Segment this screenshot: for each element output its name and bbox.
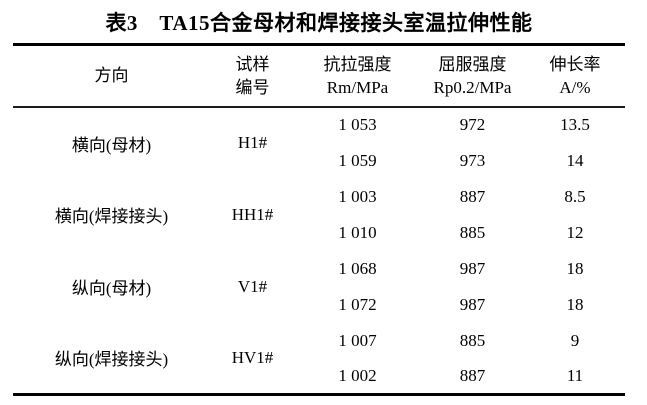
cell-specimen-id: V1# [237, 276, 268, 296]
column-header-tensile-strength: 抗拉强度 Rm/MPa [295, 45, 420, 107]
cell-tensile-strength: 1 072 [338, 294, 377, 314]
cell-tensile-strength: 1 059 [338, 150, 377, 170]
cell-yield-strength: 972 [459, 115, 486, 134]
cell-direction: 纵向(母材) [71, 279, 152, 298]
tensile-properties-table: 方向 试样 编号 抗拉强度 Rm/MPa 屈服强度 Rp0.2/MPa 伸长率 … [13, 43, 625, 396]
column-header-specimen-id: 试样 编号 [210, 45, 295, 107]
cell-specimen-id: HV1# [231, 347, 274, 367]
cell-tensile-strength: 1 002 [338, 365, 377, 385]
cell-specimen-id: H1# [237, 133, 268, 152]
cell-elongation: 9 [570, 330, 580, 350]
column-header-direction: 方向 [13, 45, 210, 107]
cell-tensile-strength: 1 053 [338, 115, 377, 134]
header-elongation-line2: A/% [559, 77, 591, 97]
header-row: 方向 试样 编号 抗拉强度 Rm/MPa 屈服强度 Rp0.2/MPa 伸长率 … [13, 45, 625, 107]
table-row: 1 059 973 14 [13, 143, 625, 179]
table-row: 横向(母材) H1# 1 053 972 13.5 [13, 107, 625, 155]
cell-elongation: 14 [566, 150, 584, 170]
cell-elongation: 8.5 [564, 186, 586, 206]
cell-yield-strength: 973 [459, 150, 486, 170]
header-rm-line1: 抗拉强度 [323, 54, 392, 74]
cell-elongation: 18 [566, 294, 584, 314]
cell-direction: 纵向(焊接接头) [54, 350, 169, 370]
cell-direction: 横向(焊接接头) [54, 207, 169, 226]
cell-tensile-strength: 1 068 [338, 258, 377, 278]
cell-elongation: 11 [566, 365, 584, 385]
cell-yield-strength: 887 [459, 186, 486, 206]
cell-elongation: 18 [566, 258, 584, 278]
cell-yield-strength: 885 [459, 330, 486, 350]
table-body: 横向(母材) H1# 1 053 972 13.5 1 059 973 14 横… [13, 107, 625, 395]
cell-specimen-id: HH1# [231, 204, 274, 224]
column-header-yield-strength: 屈服强度 Rp0.2/MPa [420, 45, 525, 107]
table-caption: 表3 TA15合金母材和焊接接头室温拉伸性能 [105, 10, 533, 35]
cell-elongation: 13.5 [560, 115, 590, 134]
cell-tensile-strength: 1 007 [338, 330, 377, 350]
header-rm-line2: Rm/MPa [326, 77, 389, 97]
table-row: 纵向(焊接接头) HV1# 1 007 885 9 [13, 323, 625, 370]
cell-elongation: 12 [566, 222, 584, 242]
table-row: 纵向(母材) V1# 1 068 987 18 [13, 251, 625, 299]
cell-direction: 横向(母材) [71, 135, 152, 155]
cell-yield-strength: 987 [459, 294, 486, 314]
header-elongation-line1: 伸长率 [549, 54, 601, 74]
header-direction-label: 方向 [94, 66, 129, 86]
table-header: 方向 试样 编号 抗拉强度 Rm/MPa 屈服强度 Rp0.2/MPa 伸长率 … [13, 45, 625, 107]
table-row: 横向(焊接接头) HH1# 1 003 887 8.5 [13, 179, 625, 227]
cell-yield-strength: 987 [459, 258, 486, 278]
column-header-elongation: 伸长率 A/% [525, 45, 625, 107]
cell-tensile-strength: 1 003 [338, 186, 377, 206]
header-rp-line2: Rp0.2/MPa [433, 77, 512, 97]
cell-tensile-strength: 1 010 [338, 222, 377, 242]
table-row: 1 002 887 11 [13, 359, 625, 395]
table-row: 1 010 885 12 [13, 215, 625, 251]
header-specimen-line1: 试样 [235, 54, 270, 74]
table-row: 1 072 987 18 [13, 287, 625, 323]
header-specimen-line2: 编号 [235, 77, 270, 97]
cell-yield-strength: 887 [459, 365, 486, 385]
cell-yield-strength: 885 [459, 222, 486, 242]
header-rp-line1: 屈服强度 [438, 54, 507, 74]
